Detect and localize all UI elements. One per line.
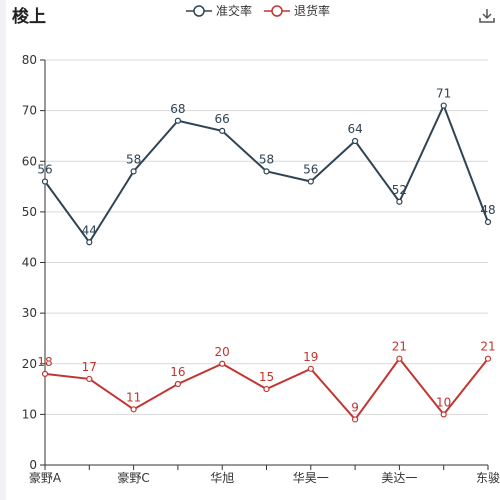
data-point-s2-3: [174, 380, 181, 388]
data-label-s1-2: 58: [126, 152, 141, 166]
data-label-s1-6: 56: [303, 163, 318, 177]
data-point-s1-1: [86, 239, 93, 246]
chart-title: 梭上: [12, 7, 46, 27]
data-label-s1-8: 52: [392, 183, 407, 197]
data-label-s1-9: 71: [436, 87, 451, 101]
data-point-s1-9: [440, 102, 447, 109]
data-label-s1-7: 64: [347, 122, 362, 136]
data-point-s2-6: [307, 365, 314, 372]
data-label-s1-5: 58: [259, 152, 274, 166]
y-tick-label-5: 50: [22, 205, 37, 219]
left-accent-bar: [0, 0, 6, 500]
data-label-s1-3: 68: [170, 102, 185, 116]
data-label-s1-1: 44: [82, 223, 97, 237]
data-label-s2-7: 9: [351, 400, 359, 414]
data-point-s2-1: [86, 375, 93, 383]
data-point-s2-9: [440, 411, 447, 418]
x-tick-label-0: 豪野A: [29, 470, 62, 485]
y-tick-label-2: 20: [22, 357, 37, 371]
x-tick-label-4: 华旭: [210, 471, 234, 485]
data-label-s2-10: 21: [480, 340, 495, 354]
legend-item-series-2[interactable]: 退货率: [264, 2, 330, 19]
data-point-s1-8: [396, 198, 403, 205]
legend-label-series-1: 准交率: [216, 4, 253, 18]
data-label-s2-3: 16: [170, 365, 185, 379]
x-tick-label-2: 豪野C: [117, 470, 149, 485]
data-point-s1-7: [352, 137, 359, 145]
x-tick-label-6: 华昊一: [293, 471, 329, 485]
data-label-s2-2: 11: [126, 390, 141, 404]
data-point-s1-10: [484, 218, 492, 226]
y-tick-label-6: 60: [22, 154, 37, 168]
data-point-s1-4: [219, 127, 226, 134]
data-point-s1-2: [130, 168, 137, 175]
x-tick-label-8: 美达一: [381, 471, 417, 485]
data-label-s2-1: 17: [82, 360, 97, 374]
data-label-s2-4: 20: [215, 345, 230, 359]
y-tick-label-4: 40: [22, 256, 37, 270]
data-point-s2-8: [396, 355, 403, 362]
legend-label-series-2: 退货率: [294, 4, 331, 18]
legend-marker-series-2: [264, 4, 291, 17]
data-label-s1-10: 48: [480, 203, 495, 217]
data-label-s2-8: 21: [392, 340, 407, 354]
data-point-s2-10: [484, 355, 492, 362]
chart-legend: 准交率 退货率: [186, 2, 330, 19]
download-icon[interactable]: [478, 8, 496, 24]
y-tick-label-3: 30: [22, 306, 37, 320]
y-tick-label-8: 80: [22, 53, 37, 67]
x-tick-label-10: 东骏: [476, 471, 500, 485]
data-label-s2-5: 15: [259, 370, 274, 384]
data-label-s2-6: 19: [303, 350, 318, 364]
data-point-s2-5: [263, 385, 270, 393]
data-label-s2-0: 18: [37, 355, 52, 369]
y-tick-label-7: 70: [22, 104, 37, 118]
y-tick-label-0: 0: [29, 458, 37, 472]
data-label-s1-4: 66: [215, 112, 230, 126]
data-point-s2-7: [352, 416, 359, 423]
data-point-s2-2: [130, 406, 137, 413]
data-point-s1-6: [307, 178, 314, 185]
data-point-s1-5: [263, 168, 270, 175]
data-label-s2-9: 10: [436, 395, 451, 409]
legend-item-series-1[interactable]: 准交率: [186, 2, 252, 19]
data-label-s1-0: 56: [37, 163, 52, 177]
data-point-s1-0: [41, 178, 49, 185]
y-tick-label-1: 10: [22, 407, 37, 421]
legend-marker-series-1: [186, 4, 212, 17]
data-point-s1-3: [174, 117, 181, 124]
data-point-s2-0: [41, 370, 49, 377]
data-point-s2-4: [219, 360, 226, 367]
